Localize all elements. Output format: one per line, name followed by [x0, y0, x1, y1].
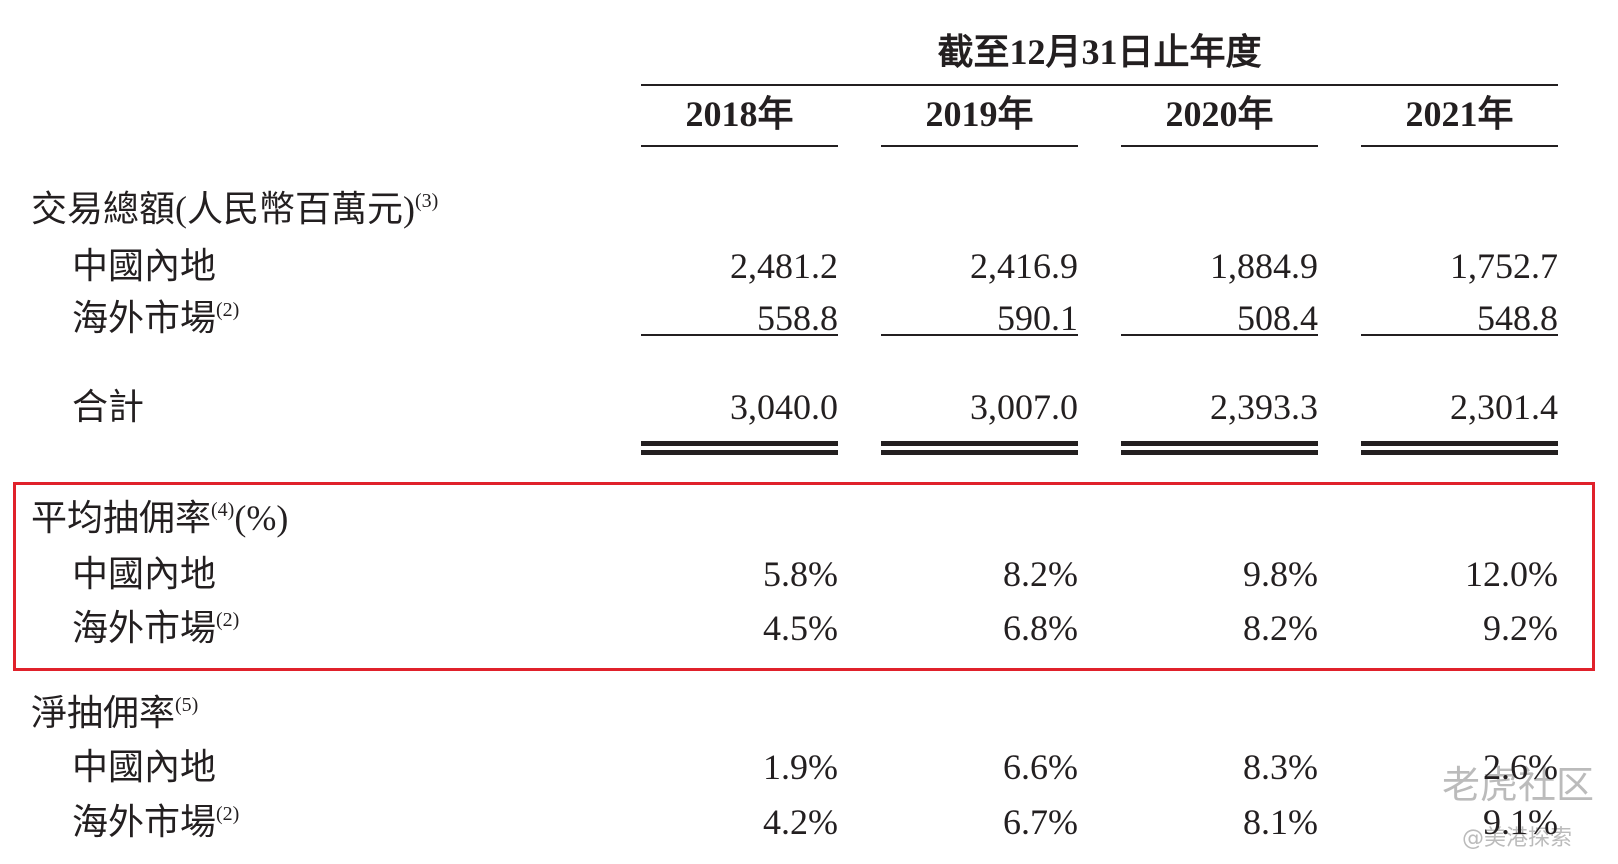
cell-value: 558.8 [757, 298, 838, 338]
watermark-brand: 老虎社区 [1442, 763, 1595, 807]
cell-value: 590.1 [997, 298, 1078, 338]
cell-value: 2,416.9 [970, 246, 1078, 286]
section-title-text: 交易總額(人民幣百萬元) [31, 189, 415, 229]
cell-value: 12.0% [1465, 554, 1558, 594]
row-label: 海外市場(2) [72, 804, 239, 840]
row-label: 中國內地 [72, 749, 216, 785]
cell-value: 5.8% [763, 554, 838, 594]
row-label-text: 海外市場 [72, 298, 217, 338]
cell-value: 6.8% [1003, 608, 1078, 648]
section-title: 交易總額(人民幣百萬元)(3) [31, 191, 438, 227]
row-label-text: 海外市場 [72, 608, 217, 648]
cell-value: 6.7% [1003, 802, 1078, 842]
rule [1361, 145, 1558, 147]
cell-value: 3,040.0 [730, 387, 838, 427]
row-label-text: 中國內地 [72, 554, 217, 594]
footnote-ref: (2) [216, 299, 240, 321]
double-rule [881, 450, 1078, 455]
rule [1361, 334, 1558, 336]
cell-value: 508.4 [1237, 298, 1318, 338]
rule [1121, 145, 1318, 147]
double-rule [1121, 441, 1318, 446]
cell-value: 9.1% [1483, 802, 1558, 842]
double-rule [881, 441, 1078, 446]
footnote-ref: (2) [216, 609, 240, 631]
cell-value: 8.1% [1243, 802, 1318, 842]
cell-value: 9.2% [1483, 608, 1558, 648]
cell-value: 2.6% [1483, 747, 1558, 787]
section-title: 淨抽佣率(5) [31, 695, 198, 731]
footnote-ref: (3) [414, 190, 439, 212]
section-title: 平均抽佣率(4)(%) [31, 500, 288, 536]
highlight-box [13, 482, 1595, 671]
cell-value: 3,007.0 [970, 387, 1078, 427]
period-header: 截至12月31日止年度 [937, 32, 1262, 72]
footnote-ref: (4) [211, 499, 235, 521]
footnote-ref: (5) [175, 694, 199, 716]
year-header: 2020年 [1165, 94, 1274, 134]
total-label: 合計 [72, 389, 144, 425]
year-header: 2018年 [685, 94, 794, 134]
row-label-text: 中國內地 [72, 747, 217, 787]
cell-value: 1,752.7 [1450, 246, 1558, 286]
row-label-text: 中國內地 [72, 246, 217, 286]
row-label: 中國內地 [72, 248, 216, 284]
rule [1121, 334, 1318, 336]
row-label: 海外市場(2) [72, 610, 239, 646]
section-title-suffix: (%) [234, 498, 289, 538]
section-title-text: 平均抽佣率 [31, 498, 212, 538]
year-header: 2019年 [925, 94, 1034, 134]
watermark-handle: @美港探索 [1462, 826, 1573, 851]
cell-value: 8.3% [1243, 747, 1318, 787]
section-title-text: 淨抽佣率 [31, 693, 176, 733]
cell-value: 2,393.3 [1210, 387, 1318, 427]
rule [641, 334, 838, 336]
cell-value: 4.5% [763, 608, 838, 648]
cell-value: 6.6% [1003, 747, 1078, 787]
row-label: 海外市場(2) [72, 300, 239, 336]
cell-value: 8.2% [1243, 608, 1318, 648]
row-label-text: 海外市場 [72, 802, 217, 842]
rule [881, 145, 1078, 147]
cell-value: 2,301.4 [1450, 387, 1558, 427]
double-rule [1121, 450, 1318, 455]
cell-value: 1.9% [763, 747, 838, 787]
total-label-text: 合計 [72, 387, 145, 427]
cell-value: 8.2% [1003, 554, 1078, 594]
cell-value: 2,481.2 [730, 246, 838, 286]
double-rule [641, 441, 838, 446]
cell-value: 548.8 [1477, 298, 1558, 338]
rule [881, 334, 1078, 336]
cell-value: 9.8% [1243, 554, 1318, 594]
rule [641, 84, 1558, 86]
row-label: 中國內地 [72, 556, 216, 592]
footnote-ref: (2) [216, 803, 240, 825]
cell-value: 1,884.9 [1210, 246, 1318, 286]
double-rule [1361, 450, 1558, 455]
double-rule [1361, 441, 1558, 446]
year-header: 2021年 [1405, 94, 1514, 134]
cell-value: 4.2% [763, 802, 838, 842]
double-rule [641, 450, 838, 455]
rule [641, 145, 838, 147]
